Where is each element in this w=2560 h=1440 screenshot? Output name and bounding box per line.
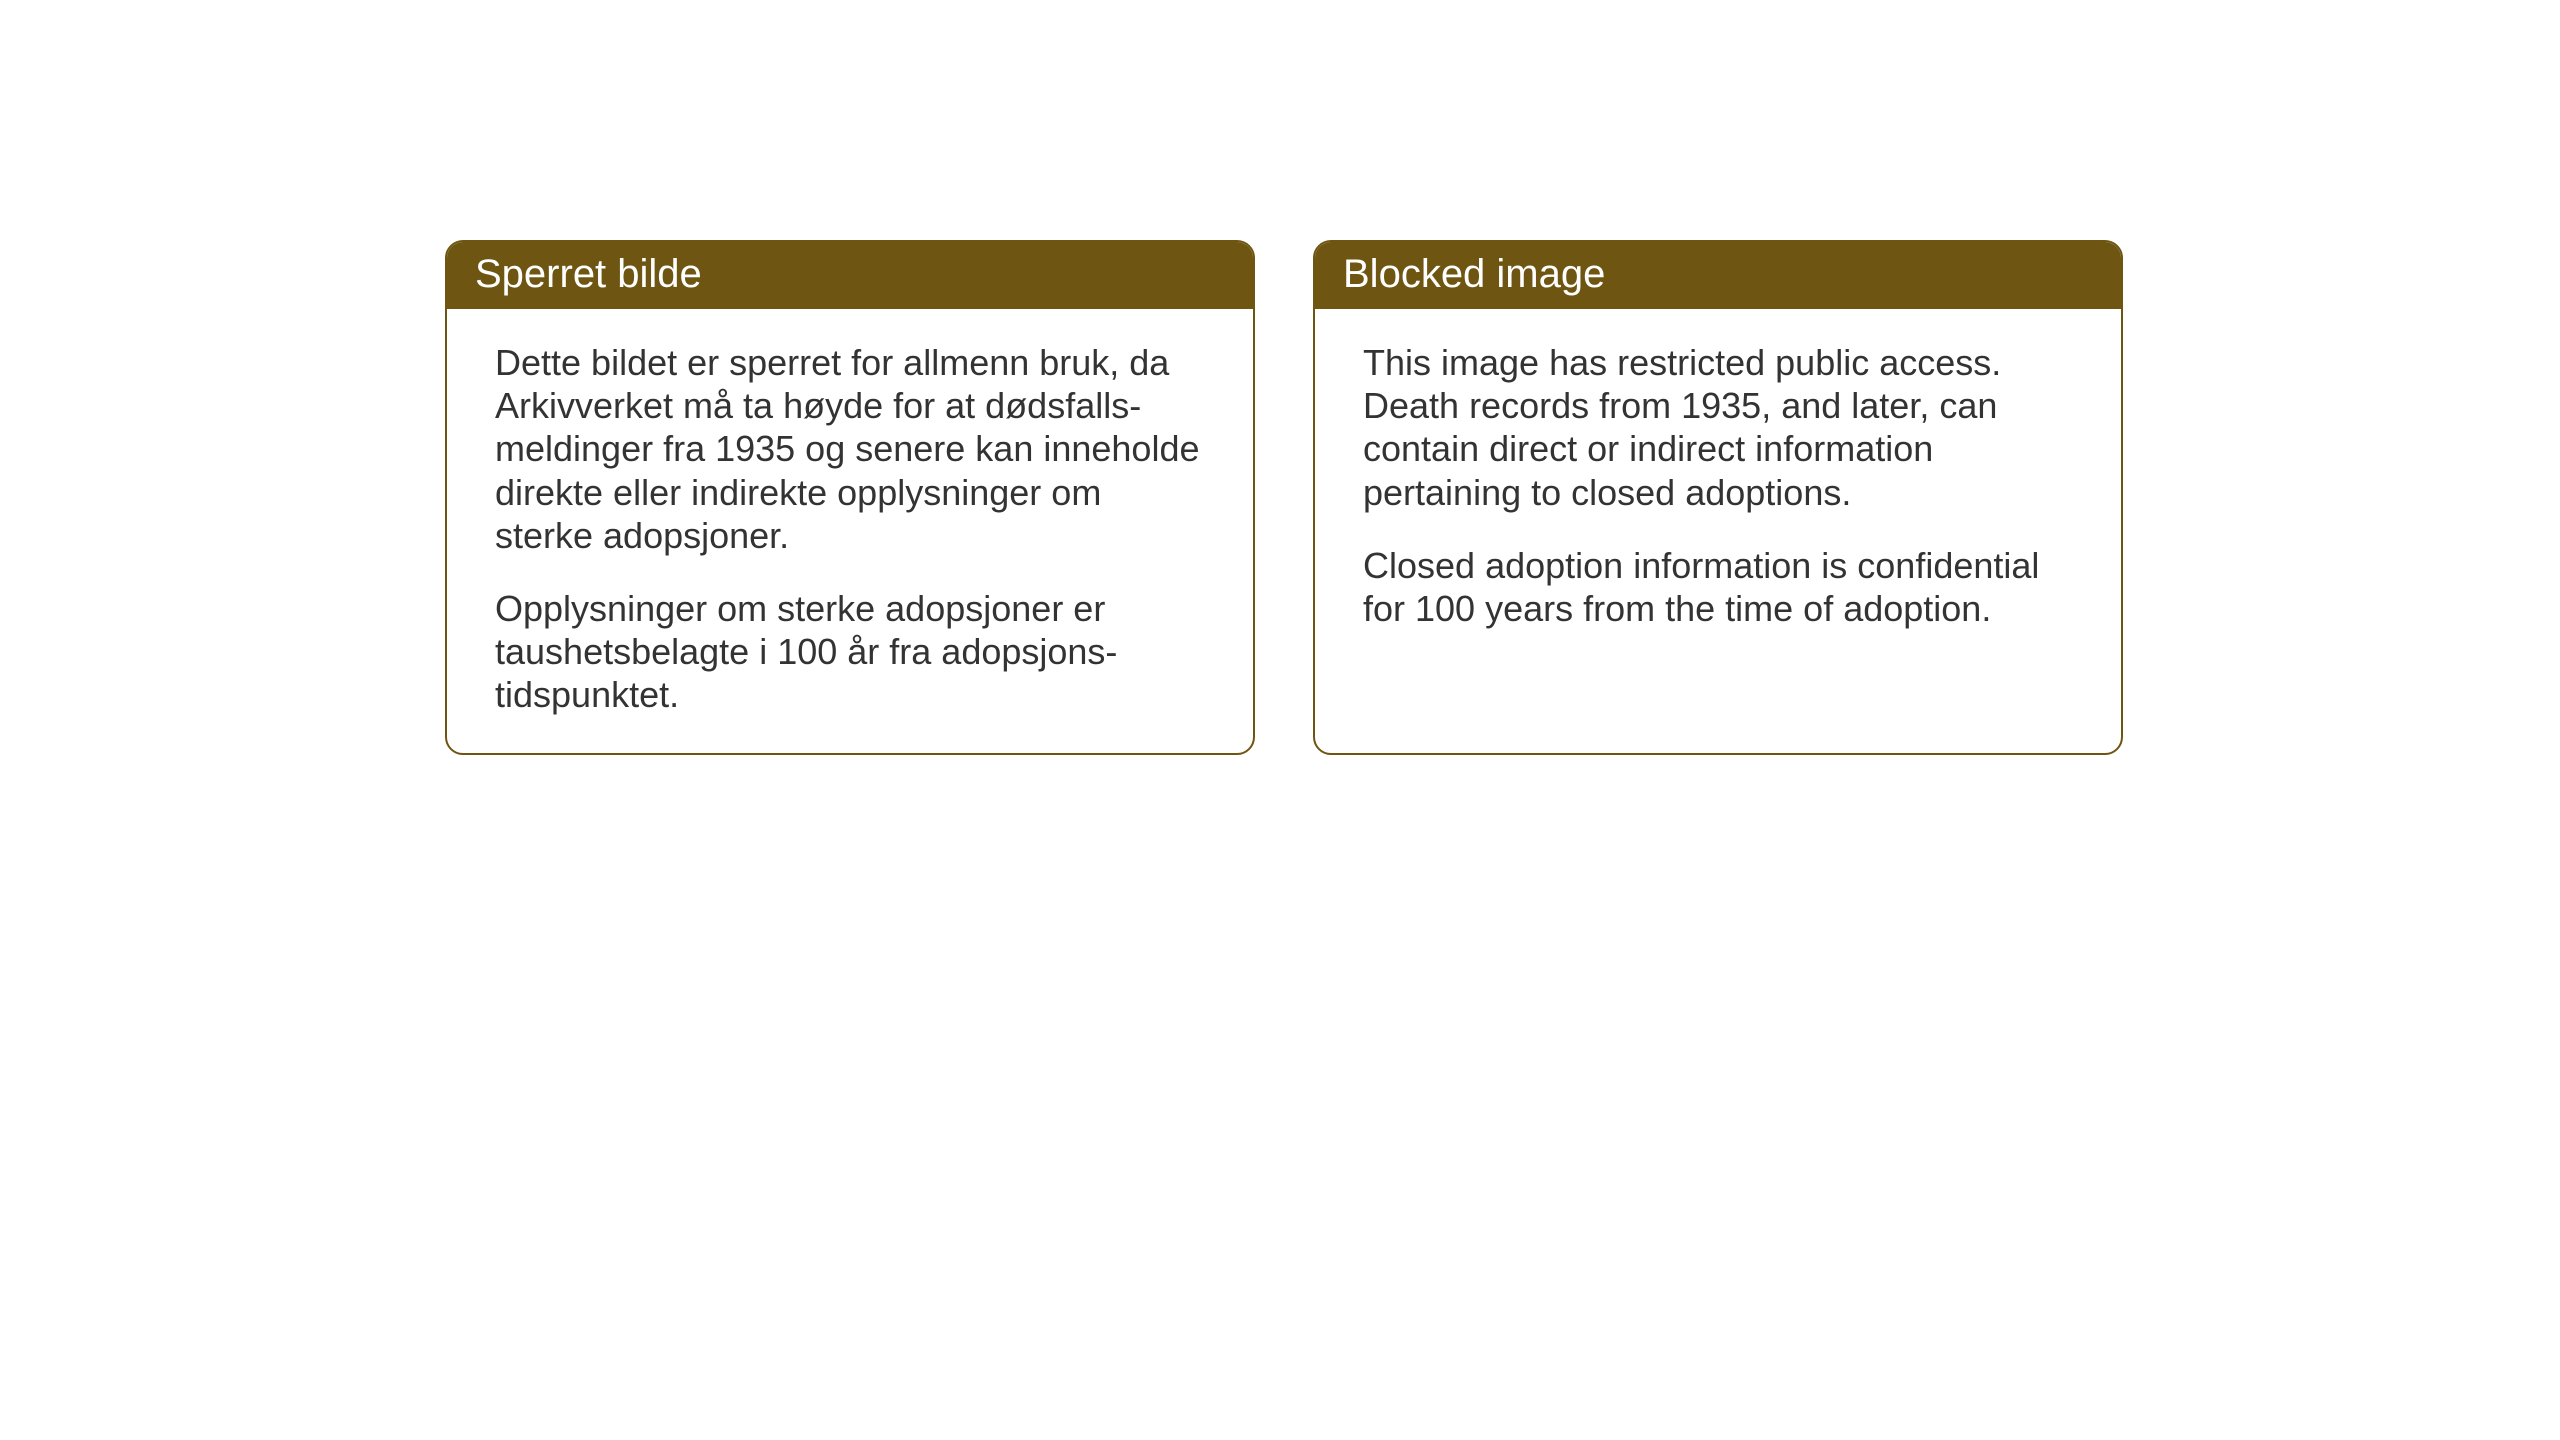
- card-body-english: This image has restricted public access.…: [1315, 309, 2121, 709]
- card-paragraph-1-english: This image has restricted public access.…: [1363, 341, 2073, 514]
- card-body-norwegian: Dette bildet er sperret for allmenn bruk…: [447, 309, 1253, 753]
- card-paragraph-2-english: Closed adoption information is confident…: [1363, 544, 2073, 630]
- card-title-norwegian: Sperret bilde: [447, 242, 1253, 309]
- notice-card-norwegian: Sperret bilde Dette bildet er sperret fo…: [445, 240, 1255, 755]
- card-paragraph-2-norwegian: Opplysninger om sterke adopsjoner er tau…: [495, 587, 1205, 717]
- notice-card-english: Blocked image This image has restricted …: [1313, 240, 2123, 755]
- card-title-english: Blocked image: [1315, 242, 2121, 309]
- notice-container: Sperret bilde Dette bildet er sperret fo…: [445, 240, 2123, 755]
- card-paragraph-1-norwegian: Dette bildet er sperret for allmenn bruk…: [495, 341, 1205, 557]
